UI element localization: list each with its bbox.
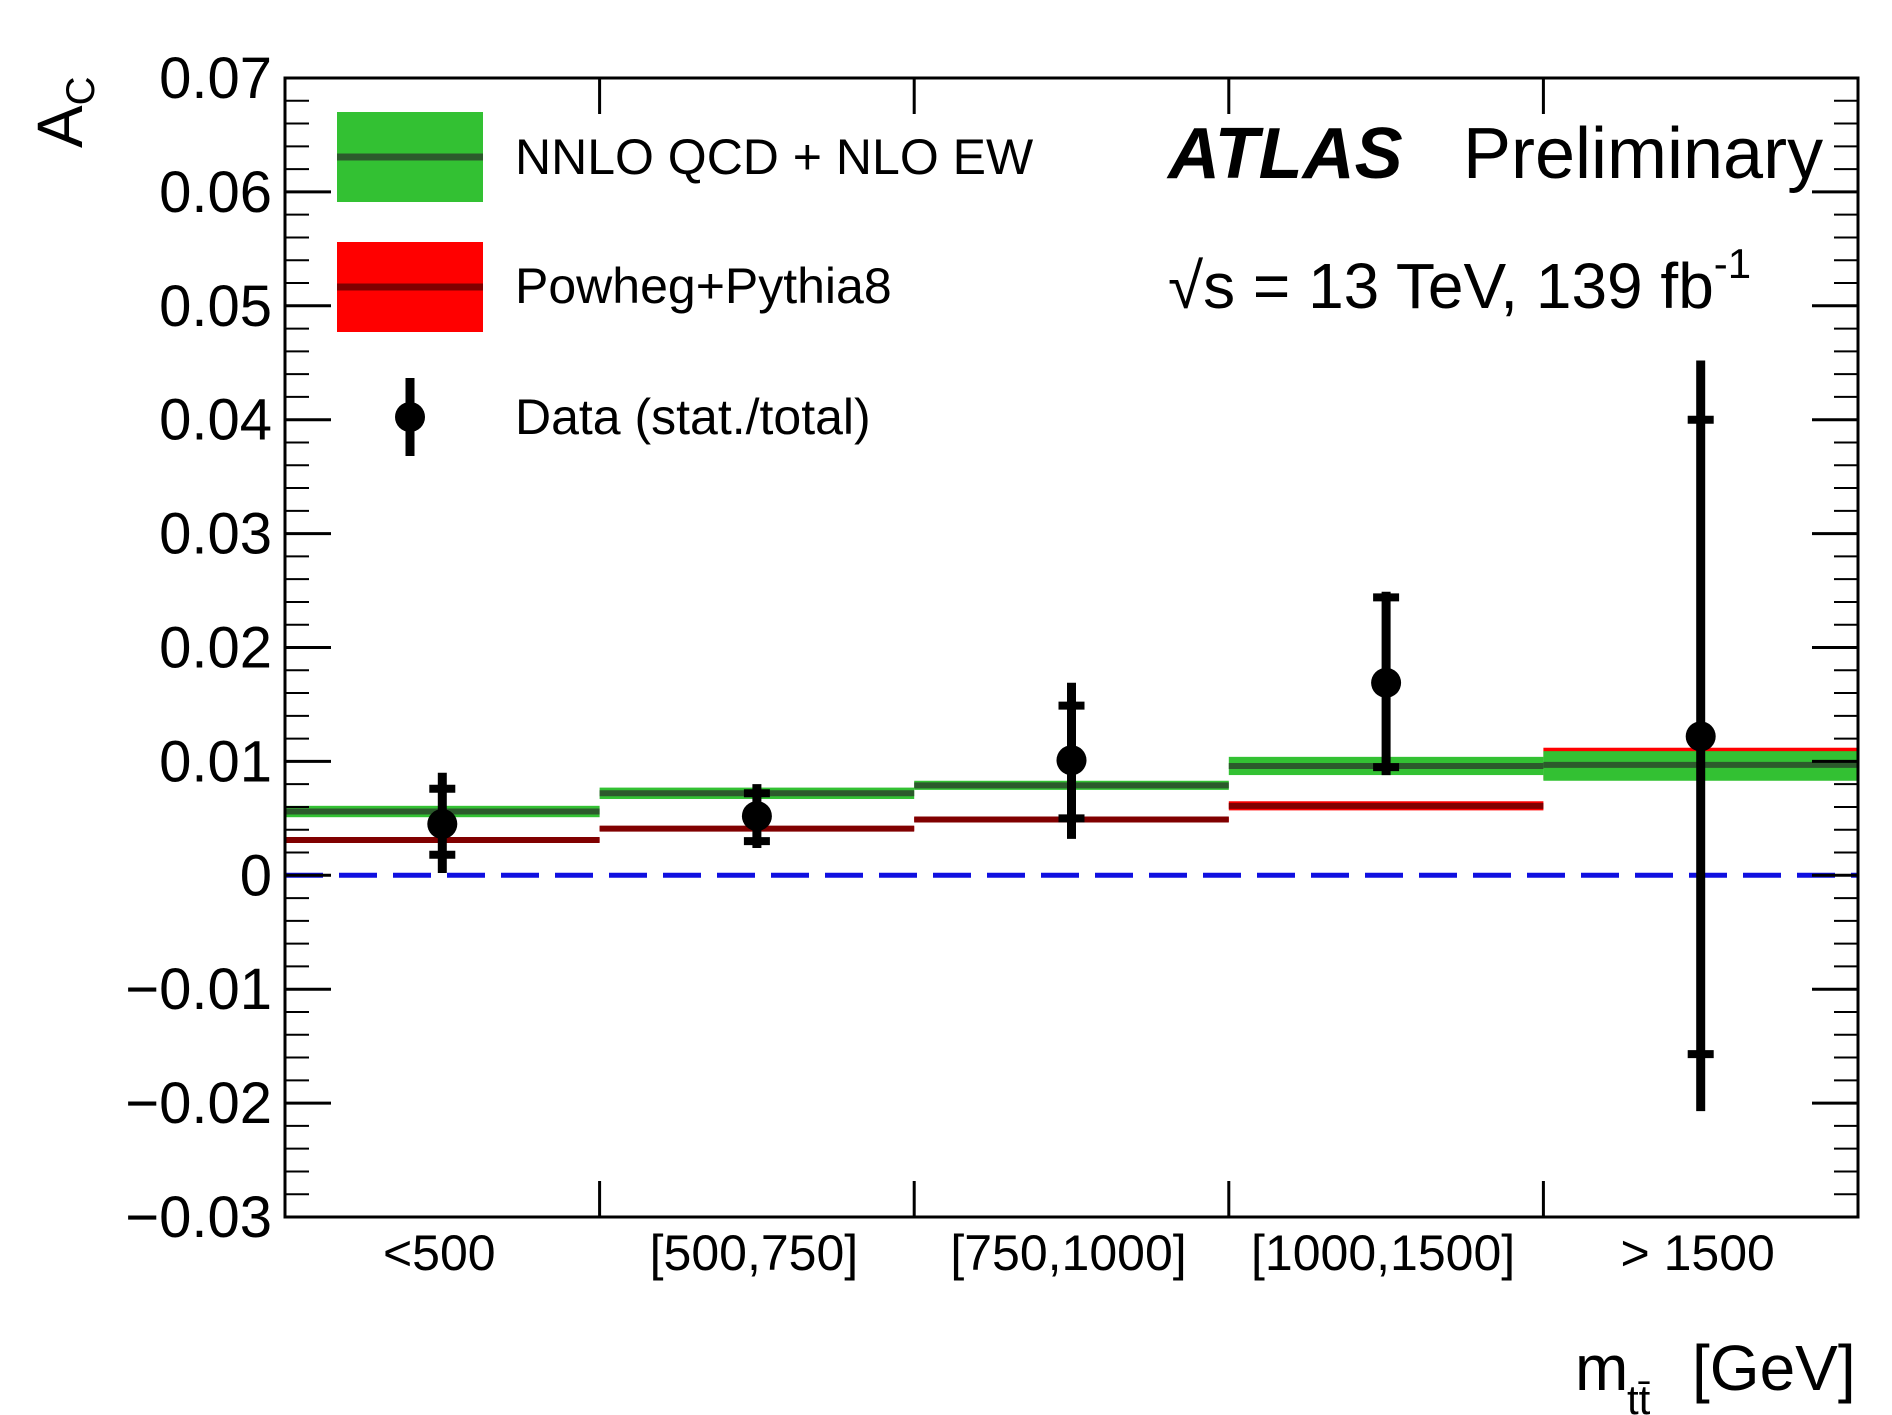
legend-label-data: Data (stat./total) xyxy=(515,389,871,445)
svg-text:AC: AC xyxy=(24,76,103,148)
y-axis-ticks: −0.03 −0.02 −0.01 0 0.01 0.02 0.03 0.04 0.05 0.06… xyxy=(125,46,1858,1250)
x-category-label-4: > 1500 xyxy=(1621,1225,1775,1281)
data-point-4 xyxy=(1685,721,1716,752)
x-axis-title: m tt̄ [GeV] xyxy=(1575,1332,1856,1415)
y-tick-label-3: 0 xyxy=(240,843,272,908)
x-category-label-3: [1000,1500] xyxy=(1251,1225,1515,1281)
y-tick-label-1: −0.02 xyxy=(125,1071,272,1136)
data-point-2 xyxy=(1056,745,1087,776)
y-tick-label-5: 0.02 xyxy=(159,616,272,681)
status-label: Preliminary xyxy=(1463,114,1823,194)
y-axis-title: AC xyxy=(24,76,103,148)
y-tick-label-9: 0.06 xyxy=(159,160,272,225)
y-tick-label-7: 0.04 xyxy=(159,388,272,453)
x-axis-ticks: <500 [500,750] [750,1000] [1000,1500] > 1500 xyxy=(383,78,1775,1281)
data-point-1 xyxy=(741,801,772,832)
x-category-label-2: [750,1000] xyxy=(950,1225,1186,1281)
legend-label-nnlo: NNLO QCD + NLO EW xyxy=(515,129,1034,185)
y-tick-label-0: −0.03 xyxy=(125,1185,272,1250)
x-category-label-1: [500,750] xyxy=(650,1225,859,1281)
x-axis-label-main: m xyxy=(1575,1332,1628,1404)
legend: NNLO QCD + NLO EW Powheg+Pythia8 Data (s… xyxy=(337,112,1034,456)
x-axis-label-sub: tt̄ xyxy=(1627,1376,1651,1415)
legend-label-powheg: Powheg+Pythia8 xyxy=(515,258,892,314)
y-tick-label-10: 0.07 xyxy=(159,46,272,111)
x-axis-label-unit: [GeV] xyxy=(1692,1332,1856,1404)
y-tick-label-4: 0.01 xyxy=(159,729,272,794)
y-tick-label-2: −0.01 xyxy=(125,957,272,1022)
data-points xyxy=(427,360,1716,1112)
data-point-0 xyxy=(427,809,458,840)
x-category-label-0: <500 xyxy=(383,1225,496,1281)
energy-lumi-label: √s = 13 TeV, 139 fb-1 xyxy=(1168,240,1751,322)
y-tick-label-8: 0.05 xyxy=(159,274,272,339)
y-tick-label-6: 0.03 xyxy=(159,502,272,567)
data-point-3 xyxy=(1371,667,1402,698)
legend-marker-data-point xyxy=(395,402,425,432)
experiment-label: ATLAS xyxy=(1166,114,1403,194)
